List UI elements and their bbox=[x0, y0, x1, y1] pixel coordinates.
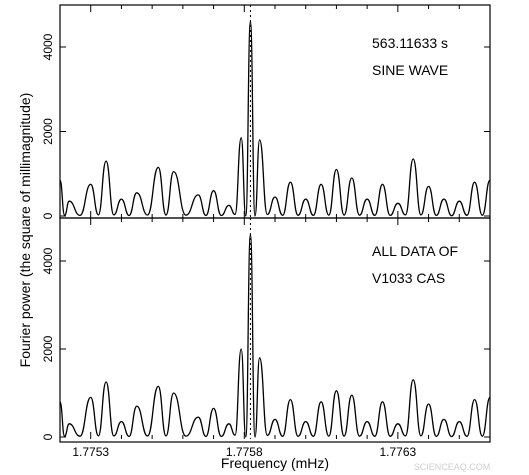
shared-y-axis-label: Fourier power (the square of millimagnit… bbox=[17, 93, 33, 368]
chart-marks: 0 2000 4000 0 2000 4000 1.7753 1.7758 1.7763 bbox=[41, 5, 491, 459]
x-tick-label: 1.7753 bbox=[72, 445, 109, 459]
x-axis-label: Frequency (mHz) bbox=[221, 455, 329, 471]
bottom-y-tick-label: 0 bbox=[41, 433, 55, 440]
bottom-y-tick-label: 4000 bbox=[41, 247, 55, 274]
x-tick-label: 1.7763 bbox=[380, 445, 417, 459]
bottom-panel-annotation-line2: V1033 CAS bbox=[372, 270, 445, 286]
top-spectrum-line bbox=[59, 21, 491, 217]
bottom-y-tick-label: 2000 bbox=[41, 335, 55, 362]
top-y-tick-label: 4000 bbox=[41, 33, 55, 60]
bottom-panel-annotation-line1: ALL DATA OF bbox=[372, 243, 458, 259]
watermark: SCIENCEAQ.COM bbox=[414, 462, 491, 472]
top-panel-annotation-period: 563.11633 s bbox=[372, 35, 448, 51]
top-y-tick-label: 0 bbox=[41, 212, 55, 219]
top-y-tick-label: 2000 bbox=[41, 118, 55, 145]
bottom-spectrum-line bbox=[59, 233, 491, 438]
top-panel-annotation-type: SINE WAVE bbox=[372, 62, 448, 78]
x-tick-label: 1.7758 bbox=[226, 445, 263, 459]
